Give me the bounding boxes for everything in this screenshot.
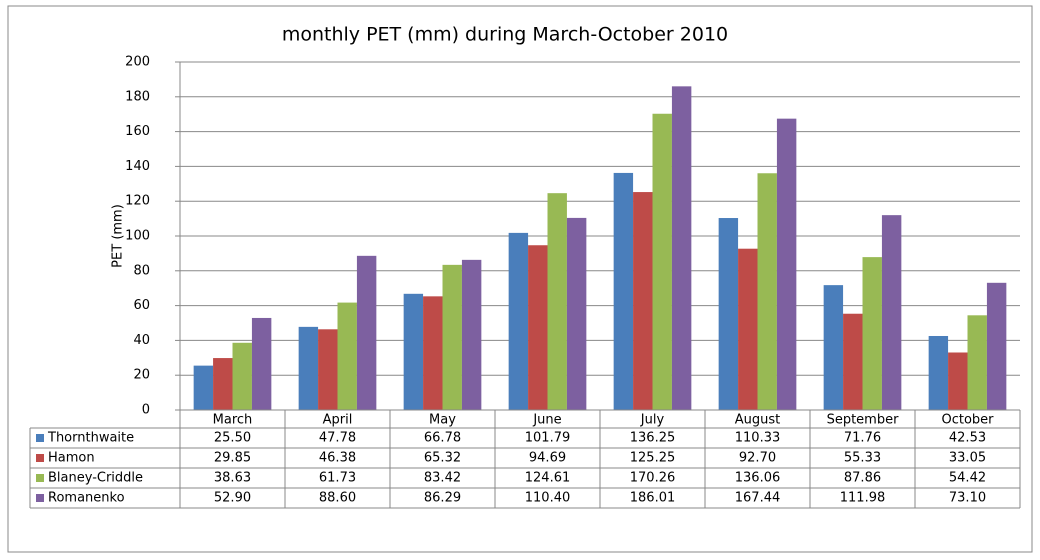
bar [337, 302, 357, 410]
table-value: 92.70 [739, 451, 776, 466]
bar [403, 293, 424, 410]
table-value: 33.05 [949, 451, 986, 466]
table-value: 73.10 [949, 491, 986, 506]
legend-label: Blaney-Criddle [48, 471, 143, 486]
legend-key [36, 494, 44, 502]
table-value: 65.32 [424, 451, 461, 466]
table-value: 66.78 [424, 431, 461, 446]
bar [566, 217, 587, 410]
table-value: 167.44 [735, 491, 781, 506]
table-value: 38.63 [214, 471, 251, 486]
bar [633, 192, 653, 410]
y-tick-label: 40 [133, 333, 150, 348]
bar [547, 193, 567, 410]
legend-label: Thornthwaite [47, 431, 134, 446]
y-tick-label: 160 [125, 124, 150, 139]
x-tick-label: September [827, 413, 900, 428]
table-value: 87.86 [844, 471, 881, 486]
x-tick-label: July [640, 413, 665, 428]
bar [213, 358, 233, 410]
bar [881, 215, 902, 410]
y-tick-label: 180 [125, 89, 150, 104]
bar [232, 342, 252, 410]
bar [776, 118, 797, 410]
bar [461, 259, 482, 410]
legend-label: Hamon [48, 451, 95, 466]
legend-key [36, 474, 44, 482]
x-tick-label: April [323, 413, 353, 428]
table-value: 71.76 [844, 431, 881, 446]
chart-title: monthly PET (mm) during March-October 20… [282, 24, 728, 46]
bar [652, 113, 672, 411]
table-value: 46.38 [319, 451, 356, 466]
x-tick-label: June [532, 413, 561, 428]
bar [318, 329, 338, 410]
table-value: 52.90 [214, 491, 251, 506]
y-tick-label: 120 [125, 194, 150, 209]
bar [862, 257, 882, 410]
y-axis-label: PET (mm) [111, 204, 126, 268]
table-value: 111.98 [840, 491, 886, 506]
bar [671, 86, 692, 411]
bar [508, 232, 529, 410]
bar [442, 264, 462, 410]
table-value: 110.40 [525, 491, 571, 506]
table-value: 124.61 [525, 471, 571, 486]
table-value: 29.85 [214, 451, 251, 466]
table-value: 125.25 [630, 451, 676, 466]
x-tick-label: May [429, 413, 456, 428]
table-value: 83.42 [424, 471, 461, 486]
y-tick-label: 80 [133, 263, 150, 278]
bar [298, 326, 319, 410]
table-value: 136.25 [630, 431, 676, 446]
bar [423, 296, 443, 410]
bar [251, 317, 272, 410]
y-tick-label: 200 [125, 55, 150, 70]
x-tick-label: August [735, 413, 781, 428]
table-value: 170.26 [630, 471, 676, 486]
table-value: 47.78 [319, 431, 356, 446]
y-tick-label: 20 [133, 368, 150, 383]
bar [356, 255, 377, 410]
y-tick-label: 100 [125, 229, 150, 244]
y-tick-label: 60 [133, 298, 150, 313]
table-value: 42.53 [949, 431, 986, 446]
table-value: 25.50 [214, 431, 251, 446]
table-value: 54.42 [949, 471, 986, 486]
legend-label: Romanenko [48, 491, 125, 506]
table-value: 94.69 [529, 451, 566, 466]
bar [948, 352, 968, 410]
bar [193, 365, 214, 410]
table-value: 61.73 [319, 471, 356, 486]
legend-key [36, 454, 44, 462]
bar [528, 245, 548, 410]
bar [986, 282, 1007, 410]
y-tick-label: 0 [142, 403, 150, 418]
bar [967, 315, 987, 410]
bar [928, 335, 949, 410]
y-tick-label: 140 [125, 159, 150, 174]
bar [613, 172, 634, 410]
table-value: 136.06 [735, 471, 781, 486]
table-value: 88.60 [319, 491, 356, 506]
legend-key [36, 434, 44, 442]
bar [738, 248, 758, 410]
table-value: 86.29 [424, 491, 461, 506]
x-tick-label: March [213, 413, 253, 428]
bar [823, 285, 844, 410]
x-tick-label: October [941, 413, 994, 428]
table-value: 101.79 [525, 431, 571, 446]
bar [757, 173, 777, 410]
table-value: 55.33 [844, 451, 881, 466]
bar [843, 313, 863, 410]
table-value: 186.01 [630, 491, 676, 506]
bar [718, 218, 739, 410]
table-value: 110.33 [735, 431, 781, 446]
